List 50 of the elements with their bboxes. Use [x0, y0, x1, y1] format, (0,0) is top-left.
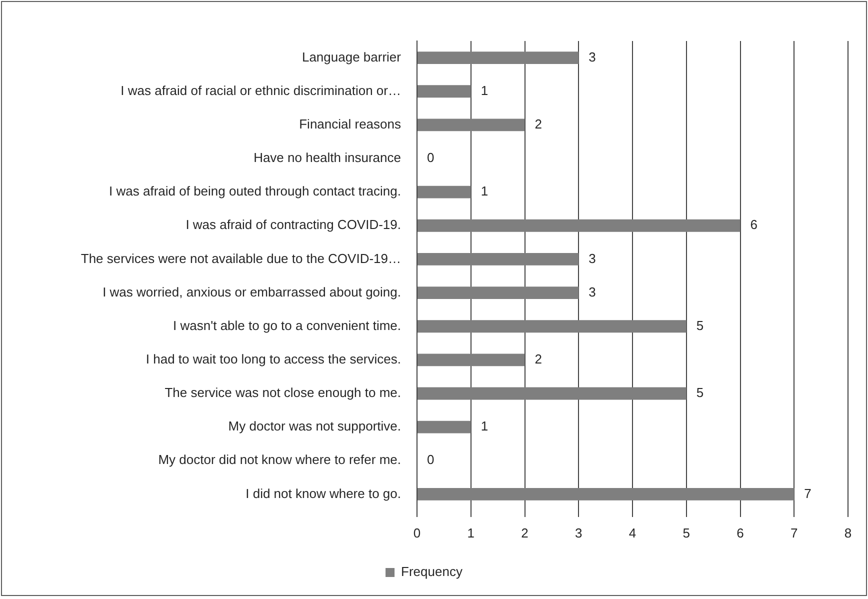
data-label: 5	[696, 385, 704, 400]
bar	[418, 85, 471, 98]
bar	[418, 488, 794, 500]
y-tick-label: I was afraid of contracting COVID-19.	[186, 217, 401, 232]
bar	[418, 186, 471, 198]
y-tick-label: I was afraid of racial or ethnic discrimination or…	[120, 82, 401, 98]
legend-label: Frequency	[401, 564, 463, 580]
data-label: 3	[588, 49, 596, 64]
x-tick-label: 4	[628, 525, 636, 540]
y-tick-label: Have no health insurance	[254, 150, 401, 166]
y-tick-label: The service was not close enough to me.	[164, 385, 401, 400]
bar	[418, 420, 471, 434]
bar	[418, 354, 525, 366]
x-tick-label: 2	[521, 525, 528, 540]
data-label: 3	[588, 250, 596, 266]
bar	[418, 286, 579, 299]
x-tick-label: 5	[682, 525, 690, 540]
x-tick-label: 7	[790, 525, 798, 540]
y-tick-label: I wasn't able to go to a convenient time.	[173, 318, 401, 333]
y-tick-label: I was worried, anxious or embarrassed about going.	[102, 284, 401, 300]
y-tick-label: Language barrier	[302, 49, 402, 64]
x-tick-label: 8	[844, 525, 852, 540]
data-label: 6	[750, 217, 758, 232]
bar	[418, 387, 686, 400]
x-tick-label: 0	[413, 525, 421, 540]
y-tick-label: Financial reasons	[299, 116, 402, 132]
y-tick-label: I had to wait too long to access the services.	[146, 352, 401, 367]
x-tick-label: 1	[467, 525, 474, 540]
bar	[418, 118, 525, 132]
bar	[418, 320, 686, 333]
y-tick-label: My doctor was not supportive.	[228, 418, 401, 434]
data-label: 0	[427, 452, 434, 468]
x-tick-label: 6	[736, 525, 744, 540]
data-label: 2	[534, 116, 542, 132]
bar	[418, 219, 740, 232]
y-tick-label: I did not know where to go.	[246, 486, 401, 501]
y-tick-label: The services were not available due to the COVID-19…	[80, 250, 401, 266]
x-tick-label: 3	[575, 525, 582, 540]
data-label: 2	[534, 352, 542, 367]
data-label: 1	[480, 82, 488, 98]
y-tick-label: My doctor did not know where to refer me.	[158, 452, 401, 468]
data-label: 0	[427, 150, 434, 166]
bar	[418, 253, 579, 266]
bar	[418, 52, 579, 64]
data-label: 1	[480, 184, 488, 199]
data-label: 5	[696, 318, 704, 333]
data-label: 7	[804, 486, 812, 501]
data-label: 1	[480, 418, 488, 434]
data-label: 3	[588, 284, 596, 300]
y-tick-label: I was afraid of being outed through contact tracing.	[109, 184, 401, 199]
